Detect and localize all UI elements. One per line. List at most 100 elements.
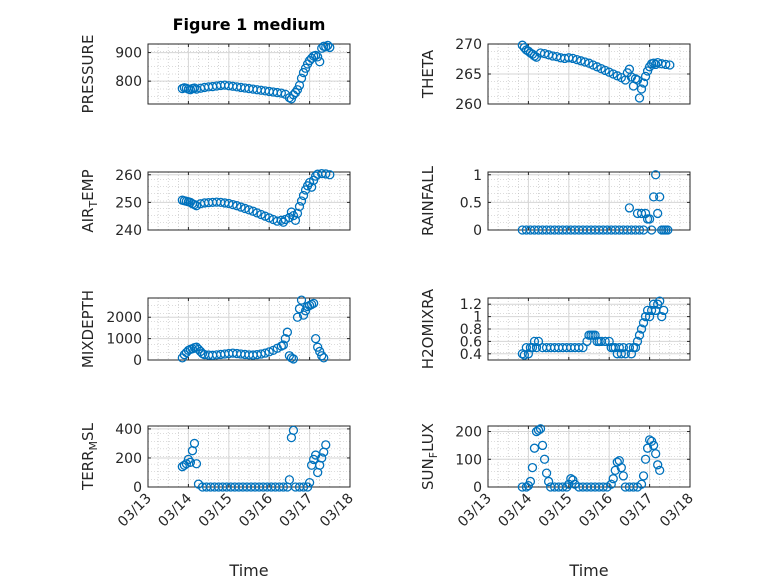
data-point [525, 476, 536, 487]
data-point [614, 342, 624, 353]
data-point [317, 453, 327, 463]
data-point [529, 336, 540, 347]
y-tick-label: 0 [133, 480, 142, 496]
data-point [543, 476, 554, 487]
data-point [636, 324, 647, 334]
data-point [284, 475, 295, 485]
subplot-2: 260 265 270 THETA [419, 37, 691, 113]
data-point [308, 298, 319, 308]
data-point [606, 479, 616, 489]
data-point [663, 225, 673, 235]
y-tick-label: 250 [115, 195, 142, 211]
y-tick-label: 0.8 [460, 322, 482, 338]
data-point [661, 59, 671, 70]
data-point [232, 201, 242, 211]
data-point [636, 208, 647, 219]
data-point [189, 83, 200, 93]
data-point [616, 349, 626, 359]
data-point [292, 312, 303, 322]
data-point [618, 342, 628, 353]
x-tick-label: 03/13 [115, 491, 155, 531]
data-point [655, 465, 665, 476]
data-point [311, 333, 321, 344]
data-point [321, 169, 331, 179]
y-tick-label: 800 [115, 74, 142, 90]
subplot-6: 0.40.60.811.2 H2OMIXRA [419, 288, 691, 369]
data-point [260, 348, 270, 358]
data-point [517, 482, 527, 492]
y-tick-label: 240 [115, 223, 142, 239]
data-point [630, 74, 641, 84]
data-point [636, 479, 647, 489]
axes-box [487, 171, 691, 231]
data-point [260, 211, 270, 221]
data-point [653, 208, 663, 219]
data-point [576, 56, 586, 66]
data-point [236, 202, 246, 212]
data-point [191, 459, 202, 469]
x-tick-label: 03/16 [236, 490, 276, 530]
data-point [298, 190, 309, 201]
axes-box [487, 425, 691, 488]
data-point [183, 454, 194, 465]
data-point [640, 71, 651, 82]
data-point [598, 482, 608, 492]
data-point [521, 342, 532, 353]
data-point [562, 482, 572, 492]
data-point [300, 63, 311, 73]
y-tick-label: 2000 [106, 310, 142, 326]
axes-box [147, 297, 351, 361]
y-tick-label: 1 [473, 310, 482, 326]
data-point [610, 465, 620, 476]
data-point [558, 482, 568, 492]
data-point [278, 340, 288, 350]
y-tick-label: 0 [473, 480, 482, 496]
x-tick-label: 03/17 [617, 491, 657, 531]
axes-box [147, 171, 351, 231]
data-point [304, 477, 315, 488]
data-point [294, 201, 305, 212]
data-point [648, 192, 659, 202]
data-point [541, 468, 552, 478]
data-point [317, 351, 327, 361]
y-axis-label: RAINFALL [419, 165, 437, 236]
data-point [288, 354, 299, 364]
y-tick-label: 100 [455, 452, 482, 468]
data-point [311, 171, 321, 181]
data-point [537, 440, 548, 451]
data-point [535, 424, 546, 434]
data-point [280, 333, 291, 344]
data-point [527, 342, 538, 353]
data-point [539, 48, 550, 59]
data-point [181, 459, 192, 469]
y-tick-label: 0.5 [460, 195, 482, 211]
x-axis-label: Time [228, 561, 268, 580]
x-tick-label: 03/14 [495, 490, 535, 530]
y-tick-label: 0.4 [460, 347, 482, 363]
data-point [527, 462, 538, 473]
data-point [648, 440, 659, 451]
data-point [651, 449, 661, 459]
data-point [321, 42, 331, 52]
data-point [185, 457, 196, 467]
y-tick-label: 1000 [106, 332, 142, 348]
subplot-1: 800 900 PRESSURE [79, 35, 351, 113]
y-tick-label: 1.2 [460, 297, 482, 313]
data-point [640, 311, 651, 322]
data-point [653, 460, 663, 470]
data-point [665, 60, 675, 70]
data-point [646, 305, 657, 316]
data-point [298, 310, 309, 320]
data-point [264, 213, 274, 223]
y-axis-label: H2OMIXRA [419, 288, 437, 369]
data-point [325, 170, 335, 180]
data-point [640, 454, 651, 464]
data-point [276, 215, 286, 225]
subplot-8: 0 100 200 SUNFLUX 03/13 03/14 03/15 03/16 03/17 0… [419, 423, 697, 580]
data-point [638, 318, 649, 328]
data-point [539, 454, 550, 464]
data-point [302, 482, 313, 492]
data-point [634, 330, 645, 340]
y-axis-label: THETA [419, 49, 437, 99]
